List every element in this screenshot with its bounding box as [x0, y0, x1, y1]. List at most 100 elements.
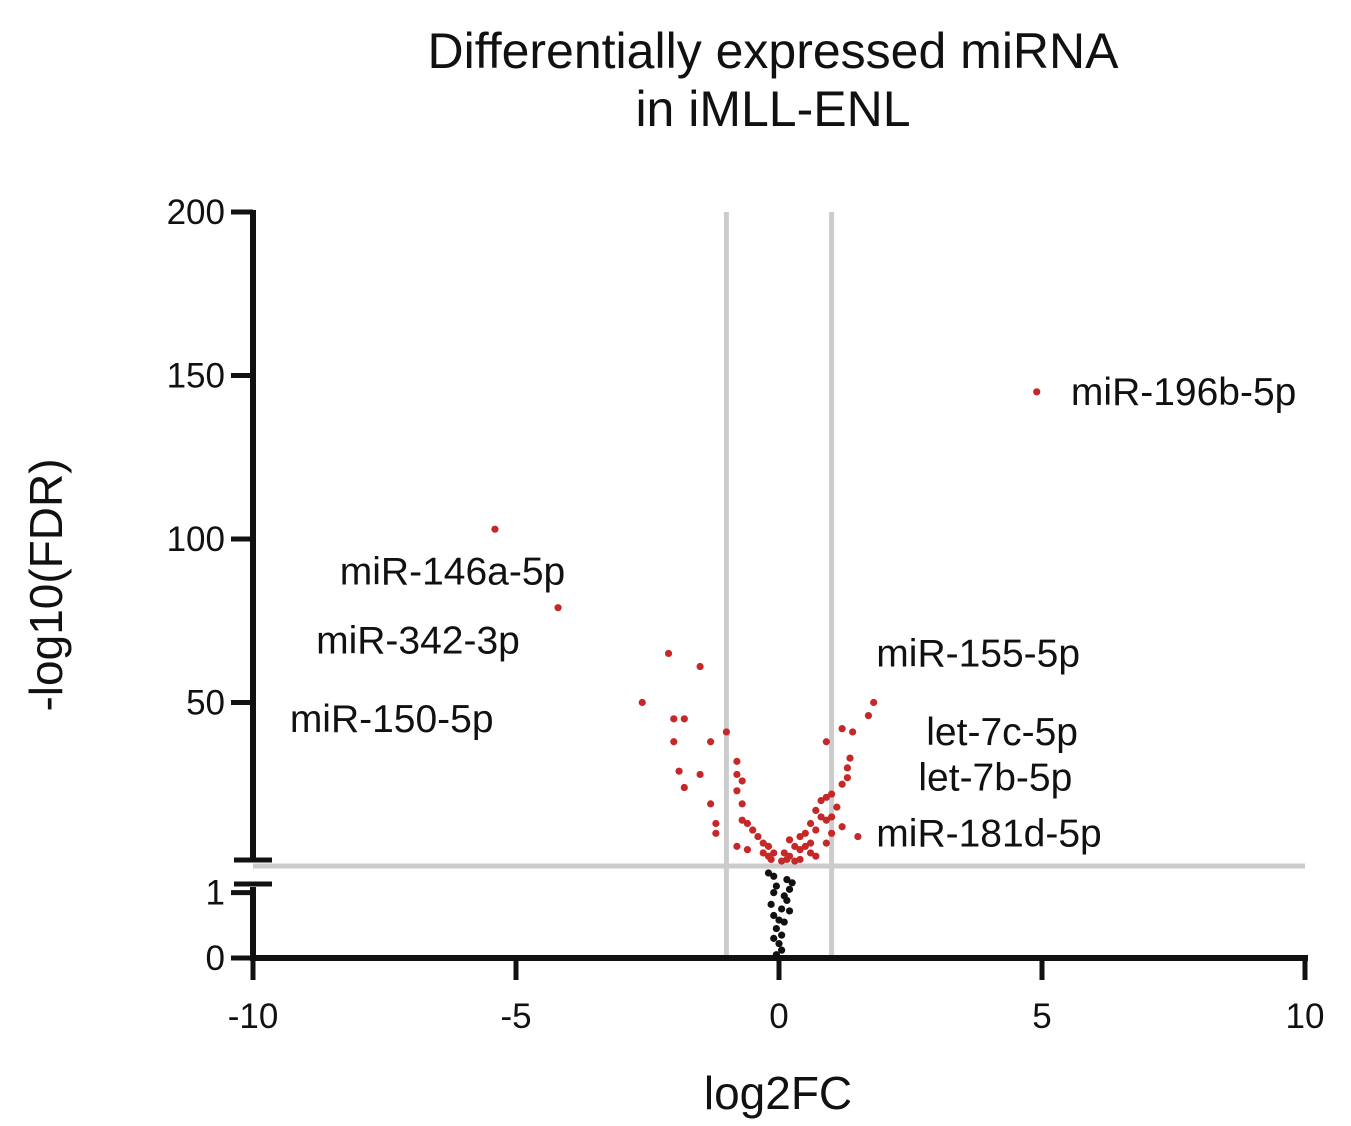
mirna-label: let-7b-5p — [918, 757, 1072, 800]
nonsignificant-mirna-point — [785, 907, 794, 915]
significant-mirna-point — [822, 738, 830, 746]
significant-mirna-point — [491, 525, 499, 533]
nonsignificant-mirna-point — [788, 879, 796, 887]
significant-mirna-point — [764, 842, 773, 850]
nonsignificant-mirna-point — [770, 934, 778, 942]
mirna-label: miR-342-3p — [316, 619, 520, 662]
significant-mirna-point — [759, 849, 767, 857]
significant-mirna-point — [696, 662, 704, 671]
mirna-label: miR-181d-5p — [876, 812, 1101, 855]
significant-mirna-point — [722, 728, 731, 736]
significant-mirna-point — [843, 764, 851, 772]
significant-mirna-point — [738, 777, 746, 785]
nonsignificant-mirna-point — [770, 872, 778, 880]
point-labels: miR-196b-5p miR-146a-5p miR-342-3p miR-150-… — [290, 371, 1297, 855]
nonsignificant-mirna-point — [780, 918, 788, 926]
significant-mirna-point — [743, 846, 752, 854]
mirna-label: let-7c-5p — [926, 711, 1078, 754]
y-tick-label: 1 — [206, 874, 225, 913]
nonsignificant-mirna-point — [775, 940, 783, 948]
significant-mirna-point — [696, 770, 704, 779]
x-tick-label: 0 — [769, 997, 788, 1036]
significant-mirna-point — [733, 842, 741, 850]
nonsignificant-mirna-point — [767, 900, 775, 908]
y-tick-label: 50 — [186, 684, 225, 723]
x-tick-label: -5 — [500, 997, 531, 1036]
significant-mirna-point — [822, 793, 830, 801]
significant-mirna-point — [778, 857, 786, 865]
significant-mirna-point — [1033, 388, 1041, 396]
significant-mirna-point — [770, 849, 778, 857]
significant-mirna-point — [838, 725, 846, 733]
significant-mirna-point — [828, 829, 836, 837]
significant-mirna-point — [664, 649, 673, 658]
chart-title-line-1: Differentially expressed miRNA — [427, 23, 1119, 79]
nonsignificant-mirna-point — [772, 951, 780, 959]
x-axis-title: log2FC — [704, 1067, 852, 1119]
mirna-label: miR-155-5p — [876, 632, 1080, 675]
x-tick-label: 10 — [1286, 997, 1325, 1036]
significant-mirna-point — [791, 842, 799, 850]
nonsignificant-mirna-point — [772, 882, 780, 890]
significant-mirna-point — [754, 832, 762, 841]
significant-mirna-point — [670, 715, 678, 723]
mirna-label: miR-146a-5p — [340, 551, 565, 594]
significant-mirna-point — [846, 754, 854, 762]
significant-mirna-point — [749, 826, 757, 834]
significant-mirna-point — [849, 728, 857, 736]
nonsignificant-mirna-point — [770, 889, 778, 897]
significant-mirna-point — [780, 849, 788, 857]
significant-mirna-point — [675, 767, 683, 775]
data-points — [491, 388, 1041, 959]
x-tick-label: 5 — [1032, 997, 1051, 1036]
significant-mirna-point — [707, 738, 715, 746]
nonsignificant-mirna-point — [764, 869, 773, 877]
significant-mirna-point — [864, 711, 873, 720]
y-tick-label: 0 — [206, 939, 225, 978]
y-tick-label: 150 — [167, 357, 225, 396]
significant-mirna-point — [870, 698, 878, 707]
axes: 50 100 150 200 0 1 -10 -5 0 5 10 — [167, 193, 1325, 1036]
significant-mirna-point — [843, 774, 851, 782]
significant-mirna-point — [733, 770, 741, 779]
significant-mirna-point — [712, 819, 720, 828]
nonsignificant-mirna-point — [785, 885, 794, 893]
significant-mirna-point — [854, 832, 862, 841]
nonsignificant-mirna-point — [770, 911, 778, 920]
significant-mirna-point — [796, 832, 804, 841]
significant-mirna-point — [817, 797, 825, 805]
significant-mirna-point — [738, 800, 746, 808]
nonsignificant-mirna-point — [783, 875, 791, 884]
significant-mirna-point — [806, 839, 815, 847]
chart-title: Differentially expressed miRNA in iMLL-E… — [0, 22, 1351, 138]
significant-mirna-point — [791, 857, 799, 865]
significant-mirna-point — [806, 819, 815, 828]
significant-mirna-point — [738, 816, 746, 824]
x-tick-label: -10 — [228, 997, 279, 1036]
nonsignificant-mirna-point — [772, 924, 780, 933]
y-tick-label: 200 — [167, 193, 225, 232]
mirna-label: miR-150-5p — [290, 698, 494, 741]
significant-mirna-point — [838, 823, 846, 831]
chart-title-line-2: in iMLL-ENL — [635, 81, 911, 137]
significant-mirna-point — [801, 842, 809, 850]
nonsignificant-mirna-point — [778, 946, 786, 954]
significant-mirna-point — [801, 829, 809, 837]
significant-mirna-point — [759, 839, 767, 847]
mirna-label: miR-196b-5p — [1071, 371, 1296, 414]
significant-mirna-point — [828, 790, 836, 798]
significant-mirna-point — [817, 813, 825, 821]
nonsignificant-mirna-point — [778, 905, 786, 913]
nonsignificant-mirna-point — [778, 931, 786, 939]
significant-mirna-point — [733, 787, 741, 795]
significant-mirna-point — [812, 826, 820, 834]
significant-mirna-point — [680, 715, 688, 723]
significant-mirna-point — [707, 800, 715, 808]
significant-mirna-point — [767, 855, 775, 864]
significant-mirna-point — [554, 604, 562, 612]
significant-mirna-point — [838, 780, 846, 788]
significant-mirna-point — [812, 852, 820, 860]
significant-mirna-point — [822, 839, 830, 847]
significant-mirna-point — [733, 757, 741, 765]
